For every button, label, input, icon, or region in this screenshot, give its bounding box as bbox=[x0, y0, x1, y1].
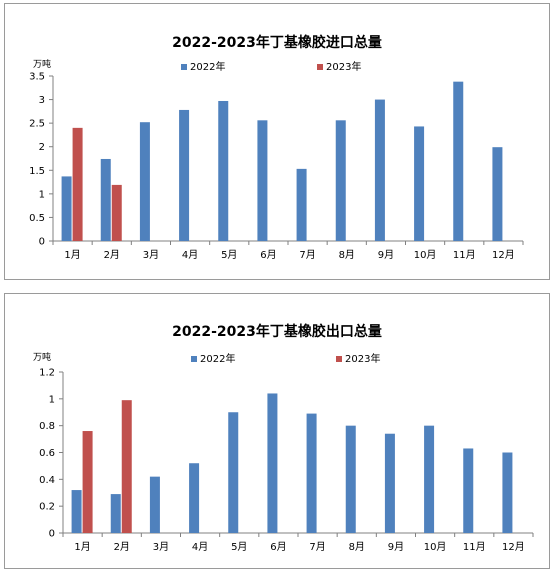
bar bbox=[61, 176, 72, 241]
y-tick-label: 1 bbox=[39, 189, 45, 200]
bar bbox=[335, 120, 346, 241]
y-tick-label: 0.8 bbox=[39, 421, 55, 432]
x-tick-label: 2月 bbox=[104, 249, 120, 261]
y-tick-label: 3.5 bbox=[29, 72, 45, 83]
bar bbox=[267, 393, 278, 533]
x-tick-label: 1月 bbox=[64, 249, 80, 261]
x-tick-label: 9月 bbox=[378, 249, 394, 261]
x-tick-label: 5月 bbox=[221, 249, 237, 261]
x-tick-label: 6月 bbox=[270, 541, 286, 553]
bar bbox=[100, 158, 111, 241]
bar bbox=[189, 463, 200, 533]
bar bbox=[453, 81, 464, 242]
export-chart-panel: 2022-2023年丁基橡胶出口总量 万吨 0 0.2 0.4 0.6 0.8 1 1.2 1… bbox=[4, 293, 550, 569]
x-tick-label: 9月 bbox=[388, 541, 404, 553]
x-tick-label: 12月 bbox=[502, 541, 525, 553]
bar bbox=[149, 476, 160, 533]
x-tick-label: 7月 bbox=[309, 541, 325, 553]
bar bbox=[345, 425, 356, 533]
bar bbox=[111, 184, 122, 241]
bar bbox=[110, 494, 121, 533]
y-tick-label: 1 bbox=[49, 394, 55, 405]
y-axis-unit-label: 万吨 bbox=[33, 58, 51, 70]
bar bbox=[424, 425, 435, 533]
x-tick-label: 10月 bbox=[424, 541, 447, 553]
bar bbox=[463, 448, 474, 533]
y-tick-label: 1.2 bbox=[39, 368, 55, 379]
x-tick-label: 3月 bbox=[143, 249, 159, 261]
x-tick-label: 1月 bbox=[74, 541, 90, 553]
bar bbox=[502, 452, 513, 533]
bar bbox=[414, 126, 425, 241]
y-tick-label: 3 bbox=[39, 95, 45, 106]
x-tick-label: 8月 bbox=[349, 541, 365, 553]
x-tick-label: 10月 bbox=[414, 249, 437, 261]
x-tick-label: 4月 bbox=[192, 541, 208, 553]
bar bbox=[492, 147, 503, 241]
x-tick-label: 2月 bbox=[114, 541, 130, 553]
legend-swatch bbox=[191, 356, 197, 362]
legend-label: 2023年 bbox=[345, 352, 380, 365]
bar bbox=[228, 412, 239, 533]
x-tick-label: 4月 bbox=[182, 249, 198, 261]
y-tick-label: 0 bbox=[49, 529, 55, 540]
legend-label: 2022年 bbox=[190, 60, 225, 73]
chart-title: 2022-2023年丁基橡胶进口总量 bbox=[172, 34, 382, 51]
y-tick-label: 0.4 bbox=[39, 475, 55, 486]
legend-swatch bbox=[317, 64, 323, 70]
import-chart-panel: 2022-2023年丁基橡胶进口总量 万吨 0 0.5 1 1.5 2 2.5 3 3.5 1月… bbox=[4, 3, 550, 280]
x-tick-label: 5月 bbox=[231, 541, 247, 553]
bar bbox=[179, 109, 190, 241]
x-tick-label: 11月 bbox=[453, 249, 476, 261]
x-tick-label: 6月 bbox=[260, 249, 276, 261]
bar bbox=[296, 168, 307, 241]
x-tick-label: 11月 bbox=[463, 541, 486, 553]
bar bbox=[374, 99, 385, 241]
import-chart: 2022-2023年丁基橡胶进口总量 万吨 0 0.5 1 1.5 2 2.5 3 3.5 1月… bbox=[29, 34, 524, 261]
y-tick-label: 0 bbox=[39, 237, 45, 248]
y-axis-unit-label: 万吨 bbox=[33, 351, 51, 363]
bar bbox=[306, 413, 317, 533]
bar bbox=[384, 433, 395, 533]
bar bbox=[218, 100, 229, 241]
y-tick-label: 2.5 bbox=[29, 119, 45, 130]
y-tick-label: 0.2 bbox=[39, 502, 55, 513]
bar bbox=[139, 122, 150, 241]
export-chart: 2022-2023年丁基橡胶出口总量 万吨 0 0.2 0.4 0.6 0.8 1 1.2 1… bbox=[33, 323, 534, 553]
chart-title: 2022-2023年丁基橡胶出口总量 bbox=[172, 323, 382, 340]
y-tick-label: 0.6 bbox=[39, 448, 55, 459]
y-tick-label: 2 bbox=[39, 142, 45, 153]
bar bbox=[257, 120, 268, 241]
x-tick-label: 12月 bbox=[492, 249, 515, 261]
legend-label: 2023年 bbox=[326, 60, 361, 73]
bar bbox=[71, 490, 82, 533]
bar bbox=[121, 400, 132, 533]
x-tick-label: 7月 bbox=[299, 249, 315, 261]
bar bbox=[72, 127, 83, 241]
y-tick-label: 0.5 bbox=[29, 213, 45, 224]
x-tick-label: 3月 bbox=[153, 541, 169, 553]
x-tick-label: 8月 bbox=[339, 249, 355, 261]
legend-swatch bbox=[336, 356, 342, 362]
legend-swatch bbox=[181, 64, 187, 70]
bar bbox=[82, 431, 93, 533]
y-tick-label: 1.5 bbox=[29, 166, 45, 177]
legend-label: 2022年 bbox=[200, 352, 235, 365]
